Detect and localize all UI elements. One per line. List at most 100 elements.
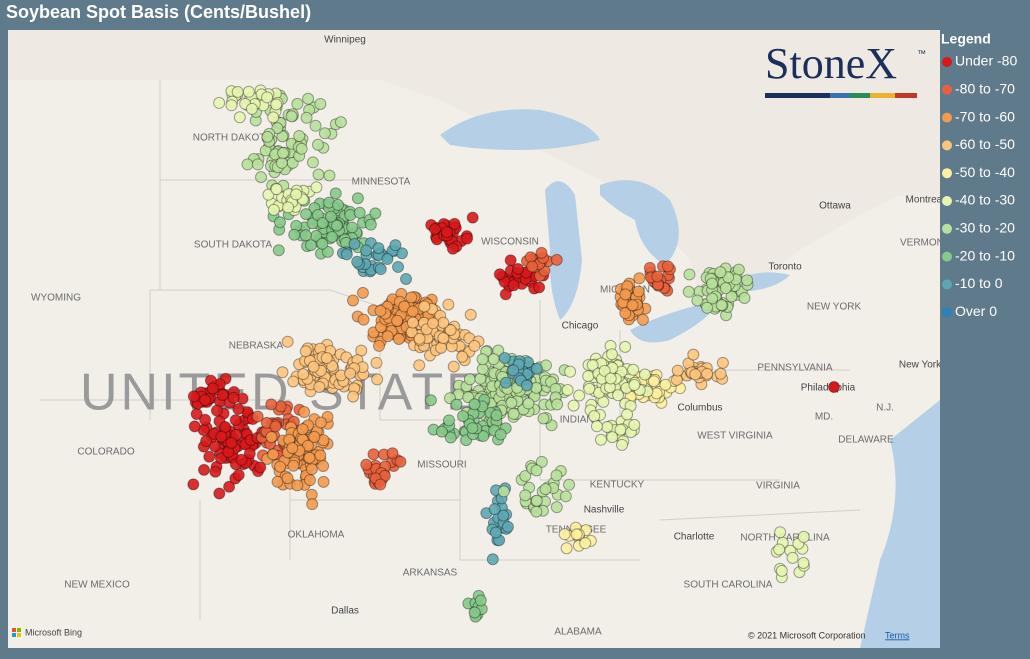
elevator-dot [297,368,310,381]
elevator-dot [187,478,200,491]
elevator-dot [579,537,592,550]
elevator-dot [560,542,573,555]
elevator-dot [317,475,330,488]
elevator-dot [619,288,632,301]
elevator-dot [214,452,227,465]
elevator-dot [276,366,289,379]
elevator-dot [227,391,240,404]
elevator-dot [628,379,641,392]
elevator-dot [209,465,222,478]
elevator-dot [242,85,255,98]
place-label: Chicago [562,321,599,332]
elevator-dot [299,345,312,358]
elevator-dot [442,298,455,311]
elevator-dot [505,396,518,409]
elevator-dot [324,210,337,223]
elevator-dot [303,474,316,487]
elevator-dot [530,362,543,375]
elevator-dot [314,97,327,110]
elevator-dot [274,460,287,473]
elevator-dot [364,218,377,231]
elevator-dot [267,448,280,461]
elevator-dot [714,367,727,380]
elevator-dot [586,359,599,372]
elevator-dot [291,97,304,110]
elevator-dot [285,110,298,123]
elevator-dot [520,379,533,392]
elevator-dot [255,171,268,184]
elevator-dot [507,364,520,377]
elevator-dot [323,169,336,182]
place-label: Columbus [677,403,722,414]
elevator-dot [213,96,226,109]
elevator-dot [418,300,431,313]
legend-swatch [942,307,952,318]
elevator-dot [466,211,479,224]
elevator-dot [687,348,700,361]
elevator-dot [273,216,286,229]
elevator-dot [468,339,481,352]
elevator-dot [245,102,258,115]
elevator-dot [559,490,572,503]
lake-huron [600,180,679,265]
elevator-dot [314,449,327,462]
elevator-dot [287,459,300,472]
logo-text: StoneX [765,39,897,88]
elevator-dot [494,428,507,441]
elevator-dot [344,367,357,380]
elevator-dot [355,344,368,357]
elevator-dot [351,192,364,205]
elevator-dot [356,286,369,299]
elevator-dot [235,453,248,466]
elevator-dot [215,430,228,443]
place-label: NEBRASKA [229,341,284,352]
place-label: NEW MEXICO [64,580,130,591]
elevator-dot [346,221,359,234]
elevator-dot [722,271,735,284]
elevator-dot [522,397,535,410]
elevator-dot [330,219,343,232]
terms-link[interactable]: Terms [885,630,910,640]
elevator-dot [437,332,450,345]
elevator-dot [601,420,614,433]
place-label: OKLAHOMA [288,530,345,541]
elevator-dot [719,282,732,295]
elevator-dot [633,272,646,285]
place-label: SOUTH DAKOTA [194,240,272,251]
elevator-dot [537,412,550,425]
elevator-dot [512,263,525,276]
elevator-dot [456,350,469,363]
elevator-dot [329,187,342,200]
elevator-dot [225,436,238,449]
elevator-dot [492,344,505,357]
elevator-dot [489,526,502,539]
elevator-dot [381,253,394,266]
elevator-dot [312,138,325,151]
elevator-dot [533,281,546,294]
elevator-dot [321,245,334,258]
elevator-dot [550,469,563,482]
elevator-dot [369,207,382,220]
elevator-dot [583,382,596,395]
elevator-dot [440,226,453,239]
elevator-dot [405,291,418,304]
place-label: INDIANA [560,415,601,426]
legend-label: -10 to 0 [955,275,1003,291]
elevator-dot [296,423,309,436]
elevator-dot [636,313,649,326]
elevator-dot [615,438,628,451]
elevator-dot [233,111,246,124]
elevator-dot [627,363,640,376]
elevator-dot [277,147,290,160]
elevator-dot [216,388,229,401]
elevator-dot [374,478,387,491]
elevator-dot [493,268,506,281]
elevator-dot [318,127,331,140]
legend-label: -20 to -10 [955,247,1015,263]
elevator-dot [446,242,459,255]
place-label: WYOMING [31,293,81,304]
elevator-dot [282,201,295,214]
elevator-dot [463,373,476,386]
elevator-dot [326,230,339,243]
elevator-dot [271,475,284,488]
